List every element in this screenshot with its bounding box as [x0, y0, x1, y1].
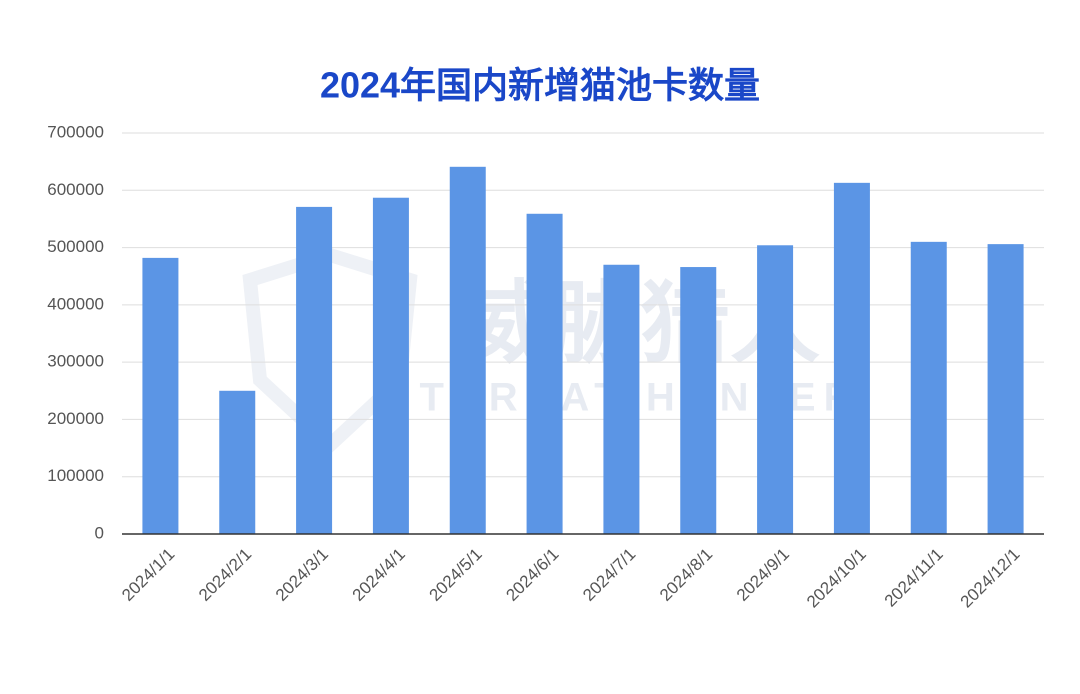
- y-tick-label: 500000: [47, 237, 104, 256]
- y-tick-label: 100000: [47, 466, 104, 485]
- y-tick-label: 700000: [47, 122, 104, 141]
- y-tick-label: 300000: [47, 352, 104, 371]
- y-tick-label: 0: [95, 523, 104, 542]
- y-tick-label: 400000: [47, 294, 104, 313]
- chart-title: 2024年国内新增猫池卡数量: [320, 65, 760, 106]
- bar: [833, 182, 870, 535]
- bar: [142, 257, 179, 534]
- bar: [296, 206, 333, 535]
- bar: [526, 213, 563, 534]
- bar: [603, 264, 640, 534]
- bar: [372, 197, 409, 535]
- bar: [910, 241, 947, 535]
- bar: [987, 244, 1024, 535]
- y-tick-label: 600000: [47, 180, 104, 199]
- bar: [449, 166, 486, 534]
- bar: [680, 267, 717, 534]
- bar: [757, 245, 794, 534]
- y-tick-label: 200000: [47, 409, 104, 428]
- bar: [219, 390, 256, 534]
